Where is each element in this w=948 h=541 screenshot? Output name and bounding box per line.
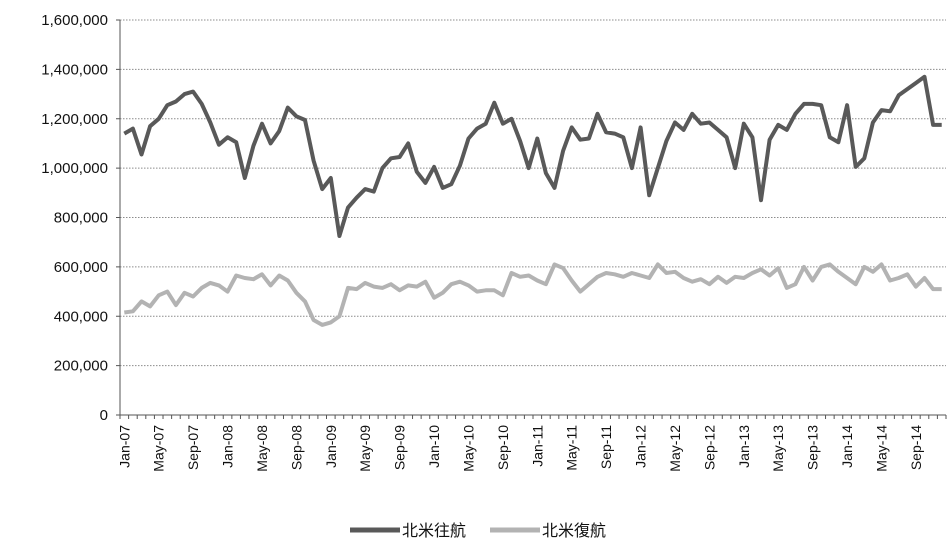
x-tick-label: May-14 <box>873 425 889 472</box>
x-tick-label: Sep-14 <box>908 425 924 470</box>
x-tick-label: Jan-14 <box>839 425 855 468</box>
y-tick-label: 200,000 <box>54 358 108 375</box>
x-tick-label: May-13 <box>770 425 786 472</box>
x-tick-label: Sep-10 <box>495 425 511 470</box>
y-tick-label: 1,200,000 <box>41 111 108 128</box>
x-axis: Jan-07 May-07 Sep-07 Jan-08 May-08 Sep-08 Jan-… <box>116 414 947 472</box>
x-tick-label: Sep-12 <box>701 425 717 470</box>
x-tick-label: Jan-13 <box>736 425 752 468</box>
y-axis: 0 200,000 400,000 600,000 800,000 1,000,000 1,… <box>41 12 121 424</box>
x-tick-label: Jan-07 <box>116 425 132 468</box>
x-tick-label: Sep-07 <box>185 425 201 470</box>
x-tick-label: May-09 <box>357 425 373 472</box>
x-tick-label: Jan-12 <box>633 425 649 468</box>
legend-label-inbound: 北米復航 <box>542 521 606 540</box>
y-tick-label: 1,400,000 <box>41 61 108 78</box>
y-tick-label: 1,600,000 <box>41 12 108 29</box>
x-tick-label: Sep-13 <box>805 425 821 470</box>
y-tick-label: 0 <box>100 407 108 424</box>
gridlines <box>120 19 946 367</box>
y-tick-label: 800,000 <box>54 210 108 227</box>
x-tick-label: Jan-08 <box>220 425 236 468</box>
y-tick-label: 600,000 <box>54 259 108 276</box>
x-tick-label: Sep-08 <box>288 425 304 470</box>
x-tick-label: May-12 <box>667 425 683 472</box>
series-lines <box>123 74 942 327</box>
x-tick-label: May-08 <box>254 425 270 472</box>
series-line-outbound <box>123 74 942 238</box>
x-tick-label: Sep-11 <box>598 425 614 469</box>
legend-label-outbound: 北米往航 <box>402 521 466 540</box>
legend: 北米往航 北米復航 <box>350 521 606 540</box>
x-tick-label: Jan-10 <box>426 425 442 468</box>
x-tick-label: May-10 <box>460 425 476 472</box>
y-tick-label: 400,000 <box>54 308 108 325</box>
series-line-inbound <box>124 262 942 327</box>
x-tick-label: Jan-11 <box>529 425 545 467</box>
x-tick-label: May-07 <box>151 425 167 472</box>
x-tick-label: May-11 <box>564 425 580 471</box>
x-tick-label: Jan-09 <box>323 425 339 468</box>
x-tick-label: Sep-09 <box>392 425 408 470</box>
y-tick-label: 1,000,000 <box>41 160 108 177</box>
